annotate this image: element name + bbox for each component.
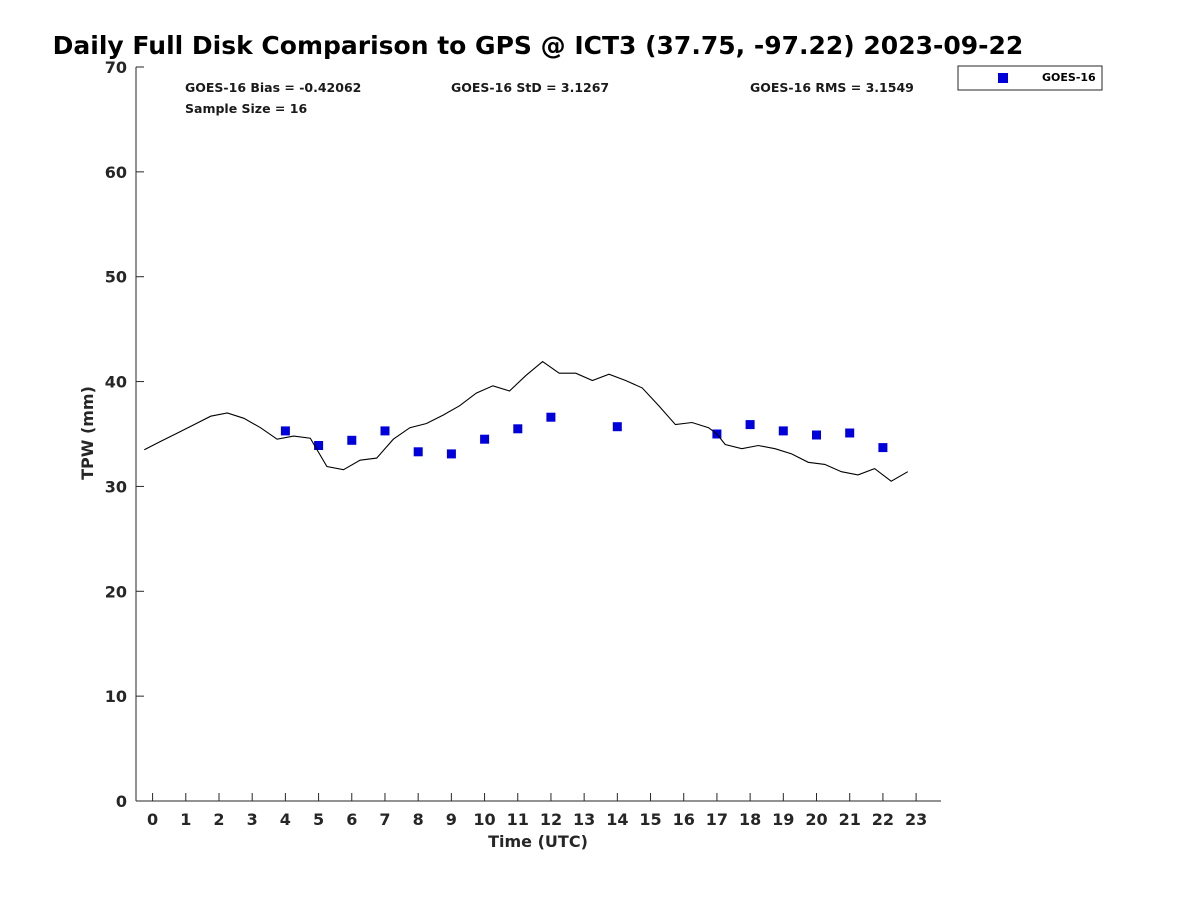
x-tick-label: 20 [805,810,827,829]
bias-annotation: GOES-16 Bias = -0.42062 [185,80,361,95]
stats-annotations: GOES-16 Bias = -0.42062 GOES-16 StD = 3.… [185,80,914,116]
x-tick-label: 21 [839,810,861,829]
y-tick-label: 40 [105,373,127,392]
y-tick-label: 20 [105,582,127,601]
y-tick-label: 70 [105,58,127,77]
x-tick-label: 16 [673,810,695,829]
goes16-point [314,441,324,450]
legend-marker-goes16 [998,73,1008,83]
goes16-point [513,424,523,434]
y-tick-label: 50 [105,268,127,287]
y-axis-label: TPW (mm) [78,386,97,480]
goes16-point [845,428,855,438]
goes16-point [446,449,456,459]
y-axis-ticks: 0 10 20 30 40 50 60 70 [105,58,144,811]
x-tick-label: 9 [446,810,457,829]
x-tick-label: 6 [346,810,357,829]
sample-size-annotation: Sample Size = 16 [185,101,307,116]
legend-label-goes16: GOES-16 [1042,71,1096,84]
y-tick-label: 0 [116,792,127,811]
y-tick-label: 60 [105,163,127,182]
x-axis-label: Time (UTC) [488,832,588,851]
series-layer [144,360,909,482]
x-tick-label: 17 [706,810,728,829]
x-tick-label: 12 [540,810,562,829]
y-tick-label: 10 [105,687,127,706]
goes16-point [413,447,423,457]
gps-tpw-line [144,360,909,482]
x-tick-label: 1 [180,810,191,829]
x-tick-label: 4 [280,810,291,829]
std-annotation: GOES-16 StD = 3.1267 [451,80,609,95]
goes16-point [612,422,622,432]
x-tick-label: 10 [473,810,495,829]
goes16-point [380,426,390,436]
x-tick-label: 8 [413,810,424,829]
plot-area [135,67,941,802]
x-tick-label: 23 [905,810,927,829]
legend: GOES-16 [957,65,1103,91]
x-tick-label: 14 [606,810,628,829]
x-tick-label: 7 [379,810,390,829]
y-tick-label: 30 [105,477,127,496]
goes16-point [280,426,290,436]
chart-title: Daily Full Disk Comparison to GPS @ ICT3… [53,31,1024,60]
x-tick-label: 13 [573,810,595,829]
x-tick-label: 5 [313,810,324,829]
goes16-point [347,435,357,445]
goes16-point [546,412,556,422]
goes16-point [778,426,788,436]
x-axis-ticks: 0 1 2 3 4 5 6 7 8 9 10 11 12 13 14 15 16 17 18 19 20 21 22 23 [147,793,927,829]
x-tick-label: 3 [247,810,258,829]
goes16-point [812,430,821,440]
goes16-point [480,434,490,444]
x-tick-label: 2 [213,810,224,829]
x-tick-label: 15 [639,810,661,829]
x-tick-label: 11 [507,810,529,829]
legend-box [957,65,1103,91]
goes16-point [878,443,888,453]
x-tick-label: 18 [739,810,761,829]
rms-annotation: GOES-16 RMS = 3.1549 [750,80,914,95]
x-tick-label: 19 [772,810,794,829]
x-tick-label: 0 [147,810,158,829]
goes16-point [745,420,755,430]
x-tick-label: 22 [872,810,894,829]
